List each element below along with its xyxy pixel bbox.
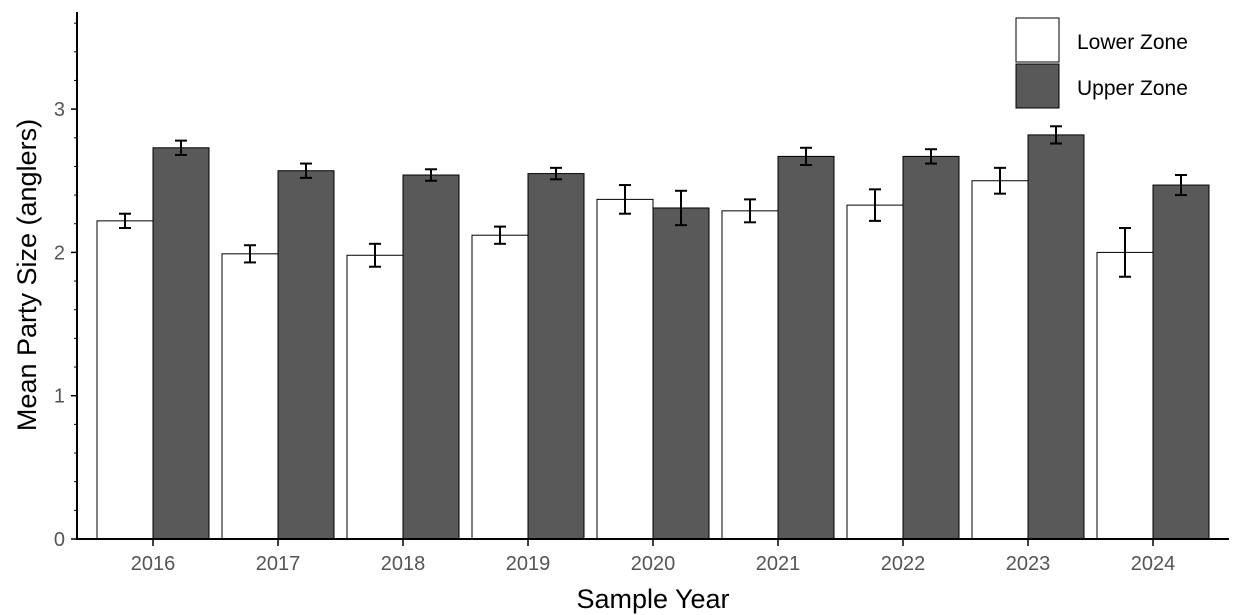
y-tick-label-1: 1 <box>54 386 65 408</box>
error-bar-upper-zone-2019 <box>550 166 562 181</box>
error-bar-lower-zone-2021 <box>744 198 756 224</box>
error-bar-lower-zone-2016 <box>119 212 131 230</box>
error-bar-upper-zone-2022 <box>925 148 937 165</box>
x-tick-label-2024: 2024 <box>1131 553 1176 575</box>
error-bar-upper-zone-2023 <box>1050 125 1062 145</box>
x-tick-label-2019: 2019 <box>506 553 551 575</box>
error-bar-upper-zone-2017 <box>300 162 312 179</box>
x-tick-label-2020: 2020 <box>631 553 676 575</box>
bar-upper-zone-2020 <box>652 207 710 540</box>
bar-lower-zone-2022 <box>846 204 904 540</box>
legend-swatch-upper-zone <box>1015 63 1060 109</box>
y-ticks: 0 1 2 3 <box>54 22 77 551</box>
error-bar-lower-zone-2022 <box>869 188 881 222</box>
bar-upper-zone-2021 <box>777 155 835 540</box>
bar-lower-zone-2023 <box>971 180 1029 540</box>
legend: Lower Zone Upper Zone <box>1015 17 1188 109</box>
bar-upper-zone-2017 <box>277 170 335 540</box>
bar-lower-zone-2024 <box>1096 251 1154 540</box>
error-bar-lower-zone-2018 <box>369 242 381 268</box>
legend-label-upper-zone: Upper Zone <box>1077 77 1188 100</box>
bar-upper-zone-2018 <box>402 174 460 540</box>
bar-lower-zone-2021 <box>721 210 779 540</box>
y-tick-label-3: 3 <box>54 99 65 121</box>
y-tick-label-0: 0 <box>54 529 65 551</box>
error-bar-lower-zone-2019 <box>494 225 506 245</box>
error-bar-lower-zone-2020 <box>619 184 631 215</box>
bar-upper-zone-2019 <box>527 173 585 540</box>
x-tick-label-2016: 2016 <box>131 553 176 575</box>
x-tick-label-2017: 2017 <box>256 553 301 575</box>
error-bar-upper-zone-2020 <box>675 189 687 227</box>
x-ticks: 2016 2017 2018 2019 2020 2021 2022 2023 2024 <box>131 539 1176 575</box>
x-tick-label-2022: 2022 <box>881 553 926 575</box>
bar-lower-zone-2018 <box>346 254 404 540</box>
error-bar-lower-zone-2017 <box>244 244 256 264</box>
bars-layer <box>96 134 1210 540</box>
bar-upper-zone-2022 <box>902 155 960 540</box>
x-axis-title: Sample Year <box>576 584 729 614</box>
x-tick-label-2021: 2021 <box>756 553 801 575</box>
bar-upper-zone-2023 <box>1027 134 1085 540</box>
error-bar-upper-zone-2016 <box>175 139 187 156</box>
legend-label-lower-zone: Lower Zone <box>1077 31 1188 54</box>
bar-upper-zone-2016 <box>152 147 210 540</box>
error-bar-lower-zone-2023 <box>994 166 1006 195</box>
bar-lower-zone-2017 <box>221 253 279 540</box>
bar-lower-zone-2020 <box>596 198 654 540</box>
legend-swatch-lower-zone <box>1015 17 1060 63</box>
bar-lower-zone-2016 <box>96 220 154 540</box>
x-tick-label-2018: 2018 <box>381 553 426 575</box>
error-bar-upper-zone-2018 <box>425 168 437 182</box>
error-bar-upper-zone-2024 <box>1175 174 1187 197</box>
bar-lower-zone-2019 <box>471 234 529 540</box>
error-bar-lower-zone-2024 <box>1119 227 1131 278</box>
error-bars-layer <box>119 125 1187 278</box>
y-tick-label-2: 2 <box>54 242 65 264</box>
bar-upper-zone-2024 <box>1152 184 1210 540</box>
y-axis-title: Mean Party Size (anglers) <box>12 119 42 431</box>
error-bar-upper-zone-2021 <box>800 146 812 166</box>
x-tick-label-2023: 2023 <box>1006 553 1051 575</box>
